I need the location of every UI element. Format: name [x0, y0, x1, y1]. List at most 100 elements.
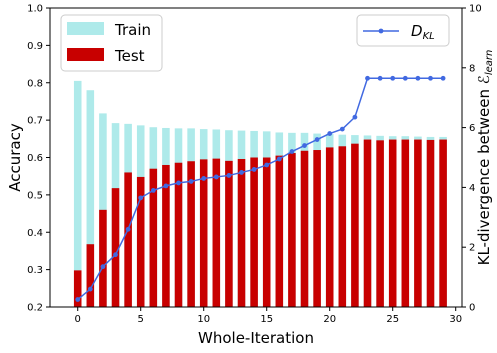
kl-point	[289, 149, 295, 154]
test-bar	[376, 140, 384, 307]
test-bar	[351, 143, 359, 307]
y2-tick-label: 6	[469, 123, 475, 134]
kl-point	[150, 187, 156, 193]
test-bar	[212, 158, 221, 307]
x-axis-label: Whole-Iteration	[198, 329, 314, 347]
legend-swatch-kl-marker	[378, 28, 384, 34]
legend-left: Train Test	[60, 14, 163, 72]
y2-axis-label: KL-divergence between ℰlearn	[475, 50, 495, 266]
kl-point	[352, 114, 358, 120]
y-axis-label: Accuracy	[6, 123, 24, 192]
y-tick-label: 1.0	[27, 4, 43, 15]
x-tick-label: 15	[260, 314, 273, 325]
test-bar	[388, 139, 397, 307]
test-bar	[111, 188, 120, 307]
x-tick-label: 30	[449, 314, 462, 325]
legend-right-box	[356, 14, 450, 47]
test-bar	[439, 139, 447, 307]
test-bar	[426, 139, 435, 307]
x-tick-label: 10	[197, 314, 210, 325]
test-bar	[162, 164, 170, 307]
kl-point	[440, 75, 446, 81]
kl-point	[339, 126, 345, 132]
x-tick-label: 20	[323, 314, 336, 325]
legend-label-test: Test	[114, 47, 145, 65]
legend-label-kl-main: D	[411, 22, 423, 40]
kl-point	[314, 137, 320, 142]
y2-tick-label: 4	[469, 183, 475, 194]
test-bar	[124, 172, 132, 307]
y-tick-label: 0.2	[27, 303, 43, 314]
test-bar	[313, 150, 321, 307]
kl-point	[100, 264, 106, 270]
x-axis-ticks: 0 5 10 15 20 25 30	[75, 307, 462, 325]
y2-axis-ticks: 0 2 4 6 8 10	[462, 4, 482, 314]
test-bar	[99, 209, 107, 307]
y-axis-ticks: 0.2 0.3 0.4 0.5 0.6 0.7 0.8 0.9 1.0	[27, 4, 50, 314]
test-bar	[73, 270, 82, 307]
test-bar	[363, 139, 372, 307]
test-bar	[262, 157, 271, 307]
kl-point	[415, 75, 421, 81]
test-bar	[187, 161, 195, 307]
test-bar	[288, 153, 296, 307]
y-tick-label: 0.8	[27, 78, 43, 89]
kl-point	[113, 252, 118, 258]
test-bar	[199, 159, 208, 307]
kl-point	[264, 162, 270, 168]
y2-axis-label-sub: learn	[484, 50, 495, 76]
y-tick-label: 0.7	[27, 116, 43, 127]
legend-swatch-test	[67, 48, 104, 61]
y2-axis-label-main: KL-divergence between ℰ	[475, 75, 493, 265]
legend-swatch-train	[67, 22, 104, 35]
test-bar	[275, 155, 284, 307]
kl-point	[365, 75, 370, 81]
legend-right: DKL	[356, 14, 450, 47]
test-bar	[250, 157, 258, 307]
test-bar	[86, 244, 95, 307]
kl-point	[302, 143, 307, 148]
x-tick-label: 5	[138, 314, 144, 325]
legend-label-train: Train	[114, 21, 151, 39]
y-tick-label: 0.3	[27, 265, 43, 276]
test-bar	[300, 150, 309, 307]
kl-point	[75, 297, 81, 302]
kl-point	[377, 75, 383, 81]
kl-point	[402, 75, 408, 81]
x-tick-label: 0	[75, 314, 81, 325]
test-bar	[414, 139, 422, 307]
kl-point	[201, 176, 207, 181]
y2-tick-label: 8	[469, 63, 475, 74]
kl-point	[276, 156, 282, 162]
kl-point	[163, 183, 169, 189]
test-bar	[136, 176, 145, 307]
kl-point	[188, 179, 194, 184]
test-bar	[401, 139, 410, 307]
legend-label-kl: DKL	[411, 22, 435, 42]
kl-point	[176, 180, 181, 186]
kl-point	[239, 170, 244, 175]
kl-point	[226, 173, 232, 178]
kl-point	[138, 195, 144, 201]
kl-line-layer	[75, 75, 446, 302]
bars-layer	[73, 80, 447, 308]
y2-tick-label: 10	[469, 4, 482, 15]
y-tick-label: 0.5	[27, 190, 43, 201]
test-bar	[149, 168, 158, 307]
train-bar	[86, 90, 95, 307]
kl-point	[327, 131, 333, 136]
test-bar	[338, 146, 347, 307]
kl-point	[87, 286, 93, 292]
test-bar	[225, 160, 233, 307]
y-tick-label: 0.6	[27, 153, 43, 164]
y2-tick-label: 0	[469, 303, 475, 314]
train-bar	[73, 80, 82, 307]
test-bar	[325, 147, 334, 307]
kl-point	[390, 75, 396, 81]
test-bar	[237, 158, 246, 307]
legend-label-kl-sub: KL	[423, 31, 435, 42]
kl-line	[77, 77, 444, 301]
test-bar	[174, 162, 183, 307]
